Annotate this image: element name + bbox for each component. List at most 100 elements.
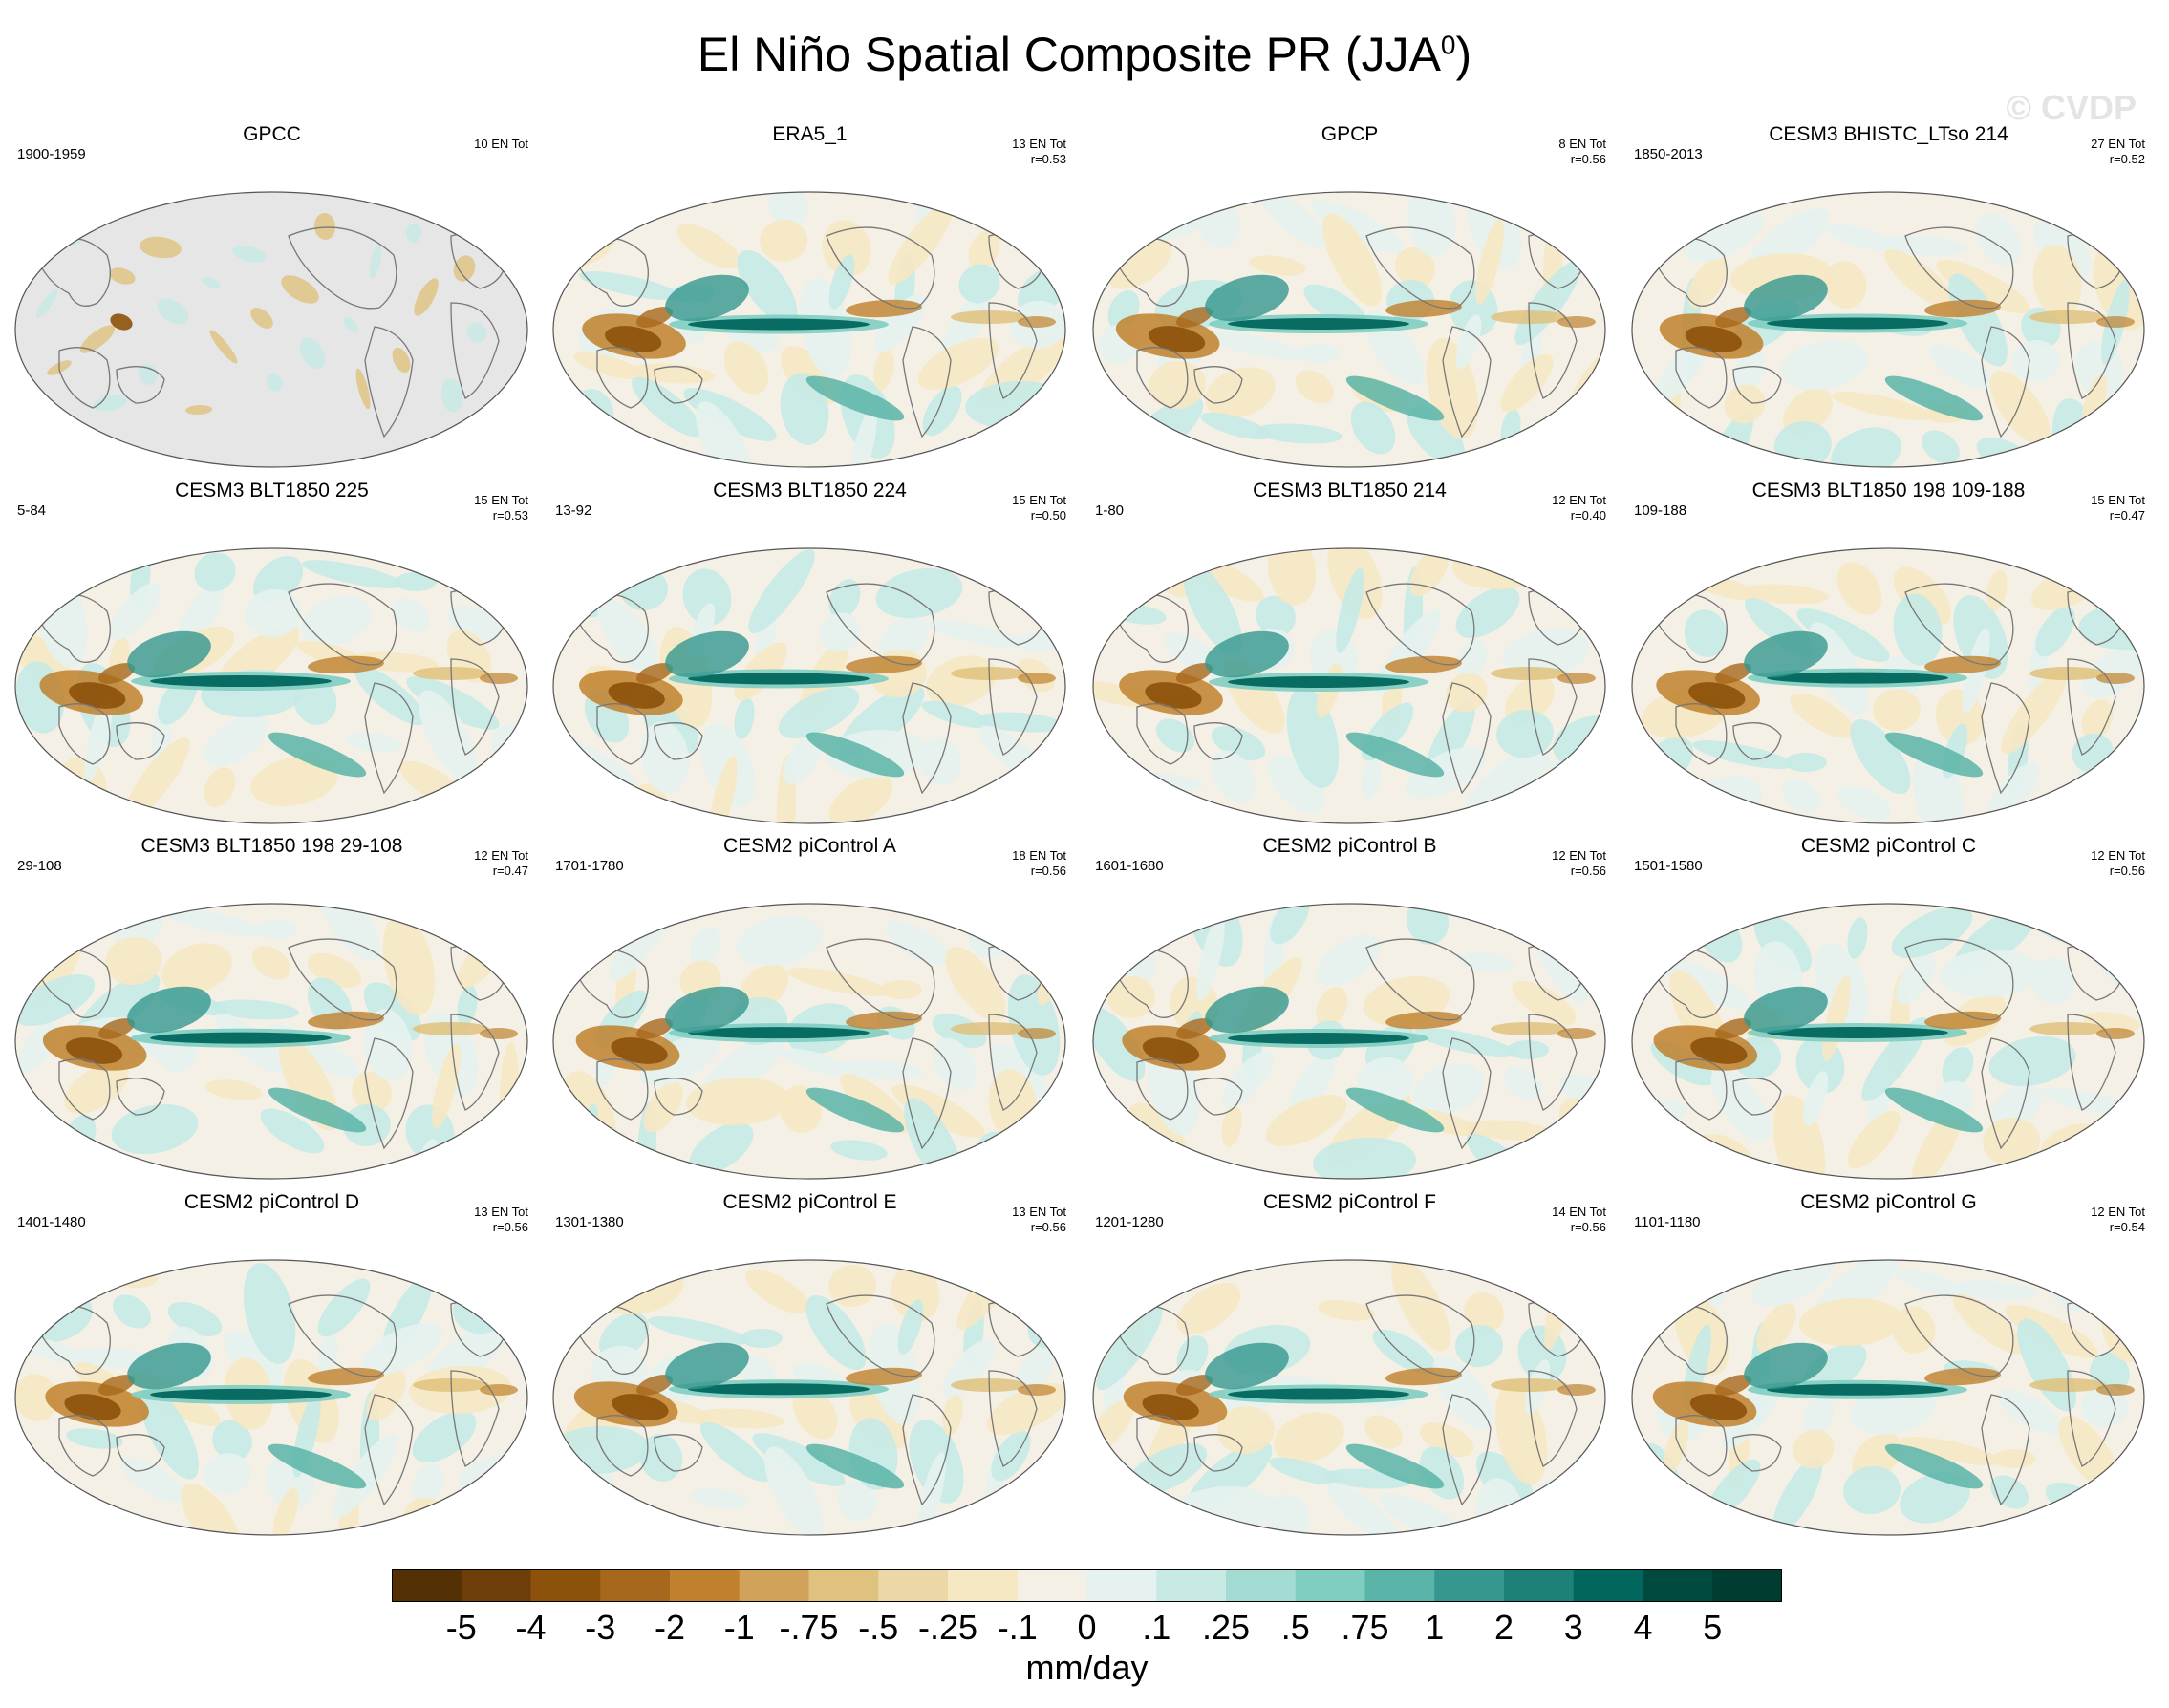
anomaly-patch <box>157 298 189 325</box>
panel-stats: 12 EN Tot r=0.56 <box>1552 848 1606 879</box>
anomaly-patch <box>308 655 384 674</box>
panel-period: 1501-1580 <box>1634 858 1703 874</box>
anomaly-patch <box>1912 1108 1962 1179</box>
anomaly-patch <box>1850 718 1911 795</box>
anomaly-patch <box>632 376 702 438</box>
anomaly-patch <box>1205 367 1276 418</box>
panel-period: 1-80 <box>1095 502 1125 519</box>
panel-title: CESM2 piControl E <box>722 1191 897 1213</box>
panel-stats: 15 EN Tot r=0.47 <box>2091 493 2145 523</box>
map-panel: GPCP 8 EN Tot r=0.56 <box>1080 121 1620 477</box>
anomaly-patch <box>1327 1482 1398 1535</box>
coastline <box>1365 583 1475 666</box>
panel-title: GPCP <box>1321 123 1379 145</box>
coastline <box>1981 1394 2030 1506</box>
coastline <box>1136 703 1189 765</box>
panel-stats: 12 EN Tot r=0.56 <box>2091 848 2145 879</box>
anomaly-patch <box>185 404 212 416</box>
map-panel: CESM3 BHISTC_LTso 214 1850-2013 27 EN Tot r… <box>1619 121 2158 477</box>
anomaly-patch <box>1221 1105 1242 1147</box>
coastline <box>596 347 649 409</box>
anomaly-patch <box>243 1263 296 1364</box>
anomaly-patch <box>1395 246 1435 288</box>
anomaly-patch <box>1782 779 1820 813</box>
coastline <box>1675 1058 1728 1121</box>
anomaly-patch <box>1183 562 1242 655</box>
anomaly-patch <box>1512 980 1577 1026</box>
anomaly-patch <box>109 582 162 641</box>
panel-period: 109-188 <box>1634 502 1687 519</box>
coastline <box>1193 722 1243 760</box>
anomaly-patch <box>696 401 755 467</box>
chart-title-close: ) <box>1455 28 1472 81</box>
anomaly-patch <box>1514 260 1581 346</box>
map-outline <box>1631 191 2145 468</box>
anomaly-patch <box>1901 1437 2002 1465</box>
event-count: 15 EN Tot <box>2091 493 2145 507</box>
coastline <box>1442 682 1492 795</box>
coastline <box>902 326 952 438</box>
anomaly-patch <box>837 1480 877 1522</box>
coastline <box>1117 593 1189 663</box>
anomaly-patch <box>354 665 425 726</box>
coastline <box>902 682 952 795</box>
anomaly-patch <box>752 1433 846 1486</box>
pattern-correlation: r=0.47 <box>2109 508 2145 523</box>
anomaly-patch <box>1639 221 1660 263</box>
anomaly-patch <box>688 1383 870 1396</box>
anomaly-patch <box>648 1316 749 1345</box>
map-svg <box>1631 191 2145 468</box>
anomaly-patch <box>120 1457 185 1503</box>
anomaly-patch <box>1924 1367 2001 1386</box>
map-outline <box>14 191 528 468</box>
anomaly-patch <box>352 1071 392 1113</box>
coastline <box>58 1058 111 1121</box>
anomaly-patch <box>945 946 1006 1022</box>
anomaly-patch <box>805 1443 905 1489</box>
anomaly-patch <box>737 249 798 326</box>
anomaly-patch <box>1385 655 1462 674</box>
anomaly-patch <box>846 1011 922 1030</box>
anomaly-patch <box>414 278 439 316</box>
colorbar-tick-label: .25 <box>1201 1608 1251 1647</box>
anomaly-patch <box>1322 213 1382 307</box>
anomaly-patch <box>1265 1094 1347 1147</box>
panel-period: 1601-1680 <box>1095 858 1164 874</box>
map-outline <box>1092 191 1606 468</box>
anomaly-patch <box>1823 261 1867 309</box>
colorbar-frame <box>392 1569 1782 1602</box>
anomaly-patch <box>150 1032 332 1044</box>
anomaly-patch <box>635 1018 674 1039</box>
anomaly-patch <box>268 1087 367 1133</box>
anomaly-patch <box>579 271 680 300</box>
pattern-correlation: r=0.53 <box>1030 152 1066 166</box>
anomaly-patch <box>897 1299 924 1355</box>
panel-title: ERA5_1 <box>772 123 848 145</box>
anomaly-patch <box>181 1483 242 1535</box>
coastline <box>1193 1078 1243 1116</box>
map-svg <box>1092 547 1606 824</box>
coastline <box>1442 1394 1492 1506</box>
map-svg <box>1631 547 2145 824</box>
anomaly-patch <box>1635 769 1692 819</box>
anomaly-patch <box>1663 1420 1689 1475</box>
anomaly-patch <box>1772 1457 1822 1535</box>
anomaly-patch <box>1455 314 1482 370</box>
anomaly-patch <box>822 220 871 277</box>
coastline <box>1904 938 2014 1021</box>
anomaly-patch <box>1988 1035 2076 1087</box>
panel-title: CESM3 BLT1850 225 <box>175 480 369 502</box>
coastline <box>450 658 500 756</box>
anomaly-patch <box>97 1018 136 1039</box>
panel-period: 1850-2013 <box>1634 146 1703 162</box>
anomaly-patch <box>110 313 133 331</box>
panel-stats: 15 EN Tot r=0.53 <box>474 493 528 523</box>
panel-stats: 13 EN Tot r=0.56 <box>474 1205 528 1235</box>
panel-period: 1900-1959 <box>17 146 86 162</box>
anomaly-patch <box>204 1452 251 1496</box>
anomaly-patch <box>1500 353 1554 413</box>
map-panel: ERA5_1 13 EN Tot r=0.53 <box>540 121 1080 477</box>
anomaly-patch <box>1296 370 1334 404</box>
coastline <box>596 1058 649 1121</box>
anomaly-patch <box>734 697 755 739</box>
